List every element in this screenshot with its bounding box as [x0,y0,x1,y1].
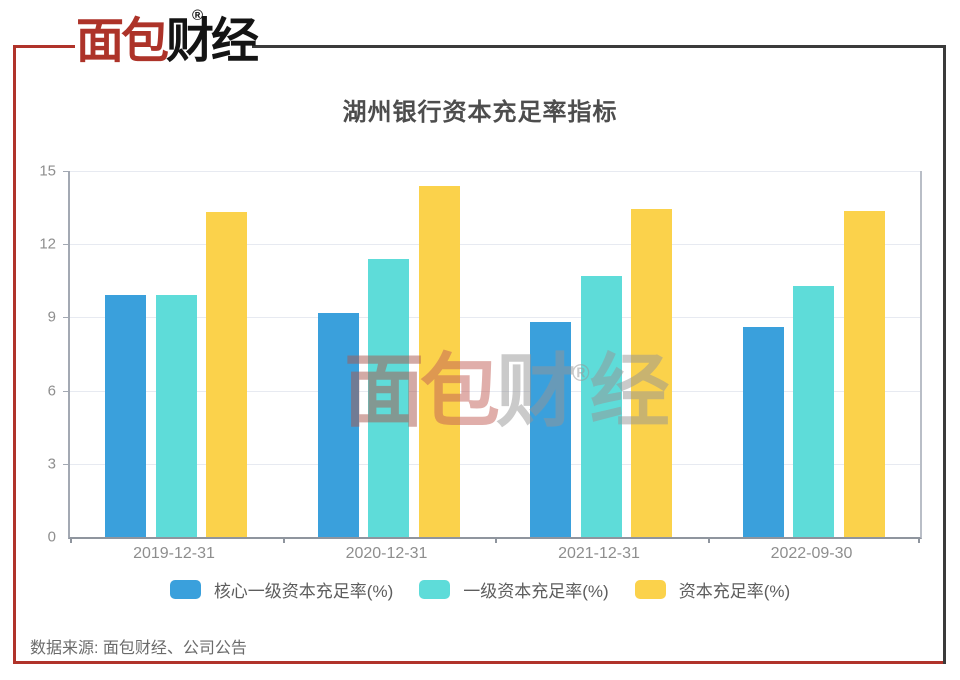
y-axis-label-15: 15 [39,162,56,180]
x-axis-label-2022-09-30: 2022-09-30 [770,545,853,562]
legend-swatch-icon [169,580,201,599]
frame-right-line [943,45,946,664]
frame-left-line [13,45,16,664]
y-axis-label-0: 0 [47,528,56,546]
legend-label: 一级资本充足率(%) [463,582,609,601]
x-axis-tick [707,537,710,543]
y-axis-label-9: 9 [47,308,56,326]
bar-2020-12-31-series-1 [368,258,410,537]
brand-logo-red-part: 面包 [76,15,169,68]
bar-2019-12-31-series-2 [206,212,248,537]
y-axis-tick [63,463,68,465]
y-axis-label-6: 6 [47,382,56,400]
data-source-note: 数据来源: 面包财经、公司公告 [30,640,247,657]
frame-top-left-segment [13,45,75,48]
frame-bottom-line [13,661,946,664]
gridline-3 [70,463,920,465]
gridline-9 [70,317,920,319]
legend-swatch-icon [419,580,451,599]
legend-item-0: 核心一级资本充足率(%) [169,577,394,602]
y-axis-label-3: 3 [47,455,56,473]
bar-2021-12-31-series-2 [631,208,673,537]
chart-title: 湖州银行资本充足率指标 [342,99,618,126]
brand-logo: 面包财经 ® [76,7,259,74]
y-axis-tick [63,244,68,246]
plot-area [63,171,922,543]
bar-2020-12-31-series-0 [317,312,359,537]
bar-2021-12-31-series-0 [530,322,572,537]
gridline-12 [70,244,920,246]
chart-legend: 核心一级资本充足率(%) 一级资本充足率(%) 资本充足率(%) [0,577,960,602]
frame-top-line [252,45,946,48]
x-axis-label-2020-12-31: 2020-12-31 [345,545,428,562]
gridline-15 [70,171,920,172]
legend-label: 核心一级资本充足率(%) [213,582,394,601]
x-axis-tick [282,537,285,543]
brand-logo-dark-part: 财经 [166,15,259,68]
legend-label: 资本充足率(%) [678,582,791,601]
y-axis-label-12: 12 [39,235,56,253]
legend-item-1: 一级资本充足率(%) [419,577,609,602]
bar-2022-09-30-series-0 [742,327,784,537]
bar-2022-09-30-series-1 [793,285,835,537]
y-axis-tick [63,317,68,319]
x-axis-tick [70,537,72,543]
x-axis-tick [918,537,920,543]
bar-2021-12-31-series-1 [580,275,622,537]
x-axis-label-2021-12-31: 2021-12-31 [558,545,640,562]
x-axis-label-2019-12-31: 2019-12-31 [133,545,215,562]
legend-swatch-icon [634,580,666,599]
bar-2020-12-31-series-2 [418,185,460,537]
y-axis-tick [63,390,68,392]
y-axis-tick [63,171,68,172]
bar-2019-12-31-series-0 [105,295,147,537]
bar-2019-12-31-series-1 [155,295,197,537]
legend-item-2: 资本充足率(%) [634,577,791,602]
registered-trademark-icon: ® [192,7,204,24]
bar-2022-09-30-series-2 [843,211,885,537]
gridline-6 [70,390,920,392]
x-axis-tick [495,537,497,543]
